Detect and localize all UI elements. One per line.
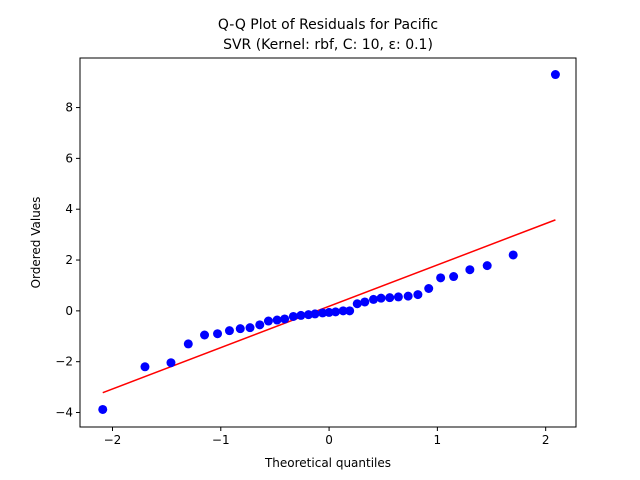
y-tick-label: 4: [65, 202, 73, 216]
data-point: [403, 291, 413, 301]
chart-subtitle: SVR (Kernel: rbf, C: 10, ε: 0.1): [223, 37, 433, 53]
data-point: [235, 324, 245, 334]
plot-frame: [79, 57, 577, 428]
data-point: [288, 311, 298, 321]
y-axis-ticks: −4 −2 0 2 4 6 8: [55, 101, 80, 420]
data-point: [280, 314, 290, 324]
data-point: [449, 272, 459, 282]
data-point: [550, 70, 560, 80]
data-point: [413, 290, 423, 300]
y-tick-label: 2: [65, 253, 73, 267]
data-point: [304, 310, 314, 320]
data-point: [213, 329, 223, 339]
data-point: [263, 316, 273, 326]
data-point: [166, 358, 176, 368]
data-point: [183, 339, 193, 349]
x-tick-label: −1: [212, 433, 230, 447]
data-point: [98, 404, 108, 414]
data-point: [272, 315, 282, 325]
y-tick-label: 6: [65, 151, 73, 165]
data-point: [224, 326, 234, 336]
x-tick-label: 0: [325, 433, 333, 447]
data-point: [296, 310, 306, 320]
data-point: [200, 330, 210, 340]
data-point: [255, 320, 265, 330]
x-axis-ticks: −2 −1 0 1 2: [104, 427, 550, 447]
data-point: [360, 297, 370, 307]
data-point: [482, 261, 492, 271]
data-point: [318, 308, 328, 318]
data-point: [424, 283, 434, 293]
y-tick-label: 0: [65, 304, 73, 318]
data-point: [245, 323, 255, 333]
data-point: [368, 294, 378, 304]
chart-title: Q-Q Plot of Residuals for Pacific: [218, 17, 438, 33]
x-tick-label: 1: [434, 433, 442, 447]
data-points: [98, 70, 560, 414]
data-point: [465, 265, 475, 275]
data-point: [436, 273, 446, 283]
x-tick-label: −2: [104, 433, 122, 447]
y-tick-label: 8: [65, 101, 73, 115]
data-point: [376, 293, 386, 303]
data-point: [338, 306, 348, 316]
y-tick-label: −4: [55, 406, 73, 420]
data-point: [310, 309, 320, 319]
x-tick-label: 2: [542, 433, 550, 447]
x-axis-label: Theoretical quantiles: [264, 456, 391, 470]
fit-line-layer: [102, 219, 556, 394]
data-point: [345, 306, 355, 316]
data-point: [393, 292, 403, 302]
fit-line: [102, 219, 556, 394]
data-point: [508, 250, 518, 260]
y-tick-label: −2: [55, 355, 73, 369]
data-point: [331, 307, 341, 317]
data-point: [140, 362, 150, 372]
y-axis-label: Ordered Values: [29, 197, 43, 289]
data-point: [324, 307, 334, 317]
data-point: [385, 293, 395, 303]
data-point: [352, 299, 362, 309]
